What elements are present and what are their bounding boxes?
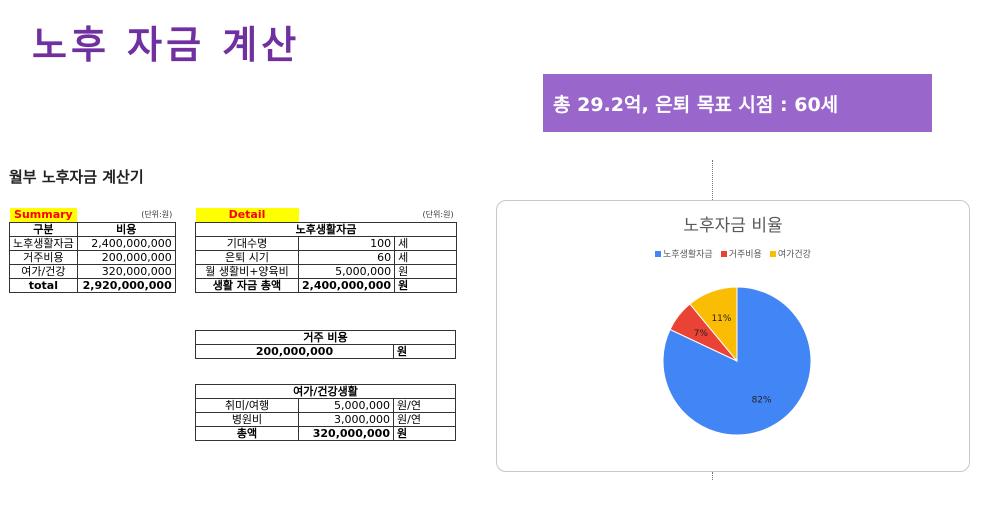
detail-row-label: 월 생활비+양육비 [195,263,299,279]
table-row: 생활 자금 총액 2,400,000,000 원 [195,277,458,293]
detail-total-label: 생활 자금 총액 [195,277,299,293]
summary-row-value: 320,000,000 [76,263,176,279]
leisure-total-unit: 원 [393,426,456,441]
leisure-row-unit: 원/연 [393,412,456,427]
summary-total-label: total [9,277,78,293]
table-row: 노후생활자금 2,400,000,000 [9,235,176,251]
leisure-table: 여가/건강생활 취미/여행 5,000,000 원/연 병원비 3,000,00… [195,384,456,441]
housing-section-title: 거주 비용 [195,330,456,345]
pie-slice-label: 7% [694,329,709,339]
summary-row-label: 노후생활자금 [9,235,78,251]
pie-chart: 82% 7%11% [662,286,812,436]
table-row: total 2,920,000,000 [9,277,176,293]
legend-swatch [769,250,776,257]
guide-line-top [712,160,713,200]
detail-section-title: 노후생활자금 [194,221,458,237]
summary-banner: 총 29.2억, 은퇴 목표 시점 : 60세 [543,74,932,132]
detail-total-value: 2,400,000,000 [297,277,396,293]
chart-legend: 노후생활자금 거주비용 여가건강 [497,247,969,260]
summary-row-label: 거주비용 [9,249,78,265]
legend-label: 거주비용 [728,250,762,260]
housing-value: 200,000,000 [195,344,394,359]
detail-row-value: 5,000,000 [297,263,396,279]
pie-slice-label: 11% [711,314,731,324]
detail-row-value: 100 [297,235,396,251]
detail-row-label: 기대수명 [195,235,299,251]
leisure-total-label: 총액 [195,426,299,441]
table-row: 병원비 3,000,000 원/연 [195,412,456,427]
table-row: 총액 320,000,000 원 [195,426,456,441]
detail-row-unit: 원 [394,263,458,279]
summary-header-category: 구분 [9,221,78,237]
detail-tag: Detail [195,208,299,222]
table-row: 기대수명 100 세 [195,235,458,251]
housing-unit: 원 [393,344,456,359]
table-row: 취미/여행 5,000,000 원/연 [195,398,456,413]
legend-swatch [655,250,662,257]
legend-item: 여가건강 [769,247,811,260]
table-row: 여가/건강 320,000,000 [9,263,176,279]
chart-card[interactable]: 노후자금 비율 노후생활자금 거주비용 여가건강 82% 7% 11% [496,200,970,472]
summary-tag: Summary [9,208,78,222]
leisure-total-value: 320,000,000 [298,426,394,441]
detail-row-unit: 세 [394,235,458,251]
table-row: 은퇴 시기 60 세 [195,249,458,265]
summary-row-label: 여가/건강 [9,263,78,279]
summary-header-cost: 비용 [76,221,176,237]
table-row: 200,000,000 원 [195,344,456,359]
table-row: 월 생활비+양육비 5,000,000 원 [195,263,458,279]
leisure-section-title: 여가/건강생활 [195,384,456,399]
detail-table: Detail (단위:원) 노후생활자금 기대수명 100 세 은퇴 시기 60… [194,208,458,293]
leisure-row-value: 5,000,000 [298,398,394,413]
detail-row-label: 은퇴 시기 [195,249,299,265]
leisure-row-unit: 원/연 [393,398,456,413]
summary-total-value: 2,920,000,000 [76,277,176,293]
summary-row-value: 2,400,000,000 [76,235,176,251]
housing-table: 거주 비용 200,000,000 원 [195,330,456,359]
detail-total-unit: 원 [394,277,458,293]
summary-unit: (단위:원) [141,210,173,220]
table-row: 거주비용 200,000,000 [9,249,176,265]
leisure-row-label: 병원비 [195,412,299,427]
detail-row-unit: 세 [394,249,458,265]
calculator-title: 월부 노후자금 계산기 [9,168,144,186]
legend-label: 여가건강 [777,250,811,260]
leisure-row-label: 취미/여행 [195,398,299,413]
chart-title: 노후자금 비율 [683,216,783,236]
summary-table: Summary (단위:원) 구분 비용 노후생활자금 2,400,000,00… [9,208,176,293]
summary-row-value: 200,000,000 [76,249,176,265]
legend-label: 노후생활자금 [663,250,713,260]
legend-item: 노후생활자금 [655,247,713,260]
legend-item: 거주비용 [720,247,762,260]
detail-unit: (단위:원) [422,210,454,220]
pie-slice [689,286,738,363]
leisure-row-value: 3,000,000 [298,412,394,427]
page-title: 노후 자금 계산 [32,23,301,67]
detail-row-value: 60 [297,249,396,265]
legend-swatch [720,250,727,257]
pie-slice-label: 82% [752,396,772,406]
guide-line-bottom [712,472,713,480]
